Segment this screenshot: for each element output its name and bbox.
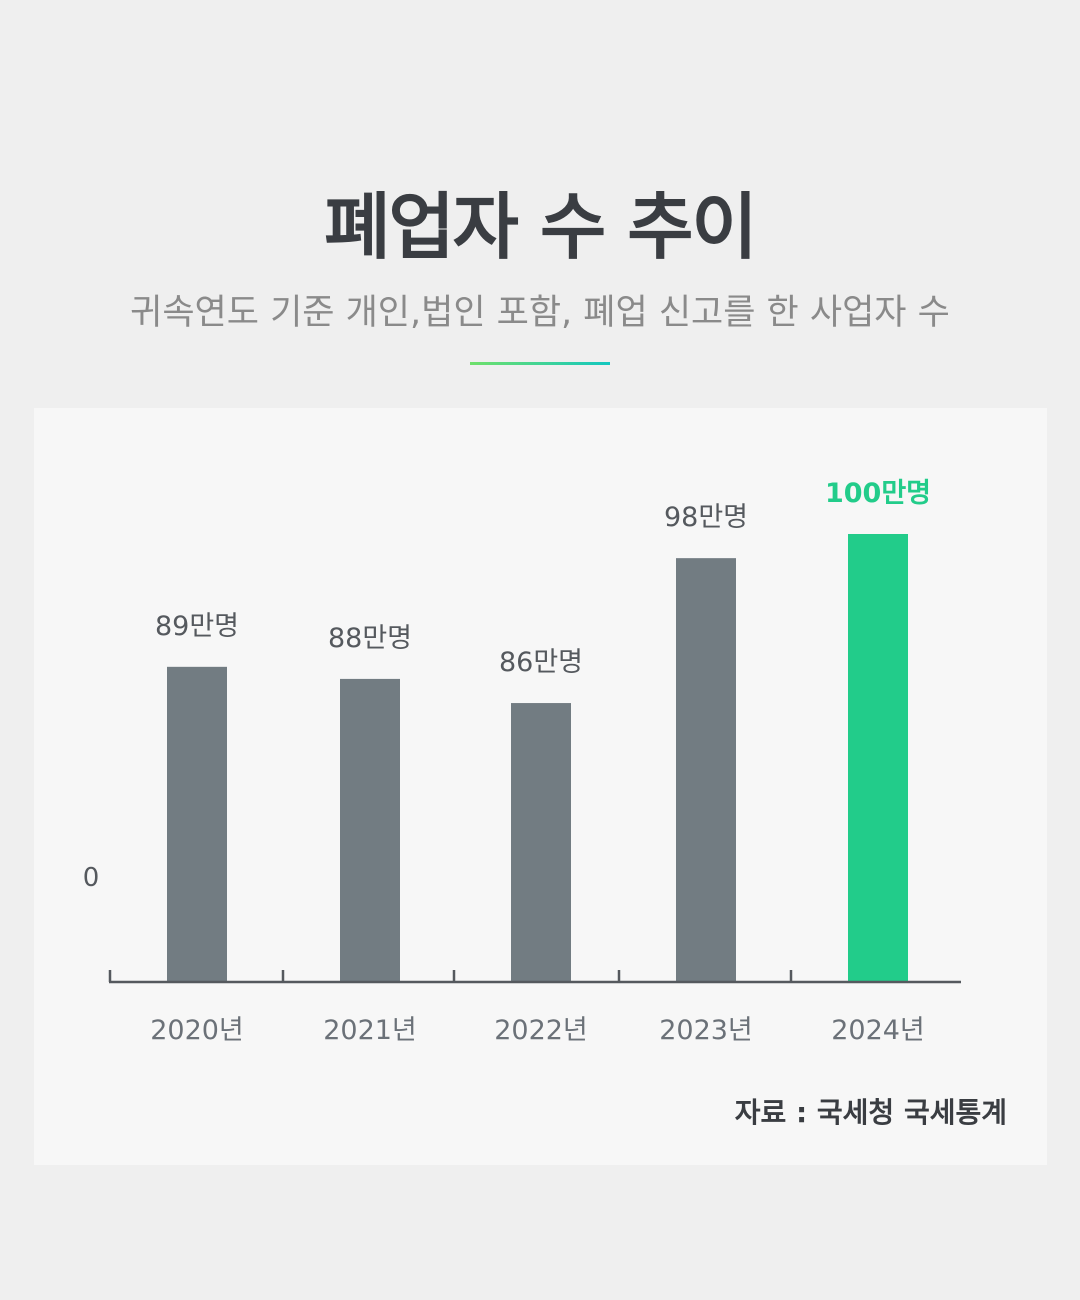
- page-subtitle: 귀속연도 기준 개인,법인 포함, 폐업 신고를 한 사업자 수: [130, 293, 950, 333]
- bar-2024년: [848, 534, 908, 982]
- y-zero-label: 0: [83, 863, 100, 893]
- page-title: 폐업자 수 추이: [324, 185, 758, 269]
- x-tick-label-2022년: 2022년: [494, 1015, 588, 1046]
- bar-chart: 89만명 2020년 88만명 2021년 86만명 2022년 98만명 2023년 100만…: [83, 478, 961, 1046]
- bar-2021년: [340, 678, 400, 982]
- x-tick-label-2024년: 2024년: [831, 1015, 925, 1046]
- x-tick-label-2020년: 2020년: [150, 1015, 244, 1046]
- bar-2022년: [511, 703, 571, 982]
- x-tick-label-2023년: 2023년: [659, 1015, 753, 1046]
- x-tick-label-2021년: 2021년: [323, 1015, 417, 1046]
- bar-2020년: [167, 666, 227, 982]
- source-note: 자료 : 국세청 국세통계: [734, 1096, 1007, 1129]
- bar-2023년: [676, 558, 736, 982]
- chart-panel: 89만명 2020년 88만명 2021년 86만명 2022년 98만명 2023년 100만…: [34, 408, 1047, 1165]
- data-label-2021년: 88만명: [328, 623, 412, 654]
- data-label-2020년: 89만명: [155, 611, 239, 642]
- data-label-2022년: 86만명: [499, 647, 583, 678]
- data-label-2023년: 98만명: [664, 502, 748, 533]
- title-divider: [470, 362, 610, 365]
- data-label-2024년: 100만명: [825, 478, 931, 509]
